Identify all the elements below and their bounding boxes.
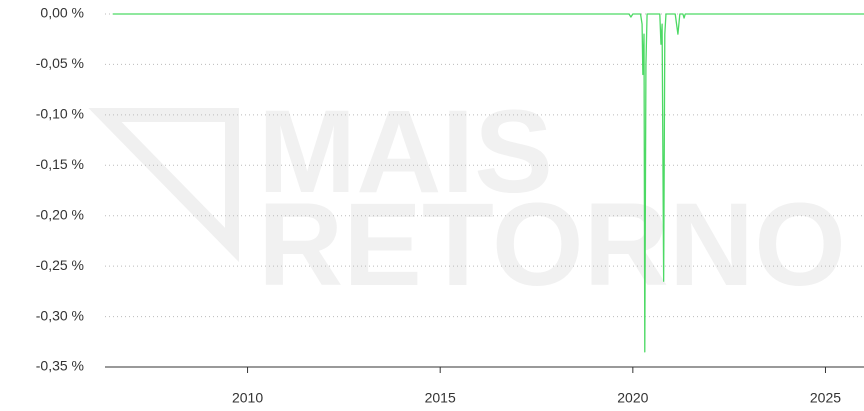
- x-tick-label: 2010: [232, 390, 263, 406]
- watermark: MAIS RETORNO: [88, 86, 846, 311]
- x-tick-label: 2020: [617, 390, 648, 406]
- y-tick-label: -0,35 %: [36, 358, 84, 374]
- x-tick-label: 2025: [810, 390, 841, 406]
- line: [112, 13, 864, 353]
- y-tick-label: -0,25 %: [36, 257, 84, 273]
- y-tick-label: -0,15 %: [36, 156, 84, 172]
- y-tick-label: -0,10 %: [36, 106, 84, 122]
- watermark-text: MAIS: [258, 86, 553, 218]
- y-tick-label: -0,30 %: [36, 307, 84, 323]
- watermark-text: RETORNO: [258, 179, 846, 311]
- watermark-logo: [88, 108, 239, 263]
- y-tick-label: -0,20 %: [36, 206, 84, 222]
- y-tick-label: 0,00 %: [40, 5, 84, 21]
- x-tick-label: 2015: [425, 390, 456, 406]
- y-tick-label: -0,05 %: [36, 55, 84, 71]
